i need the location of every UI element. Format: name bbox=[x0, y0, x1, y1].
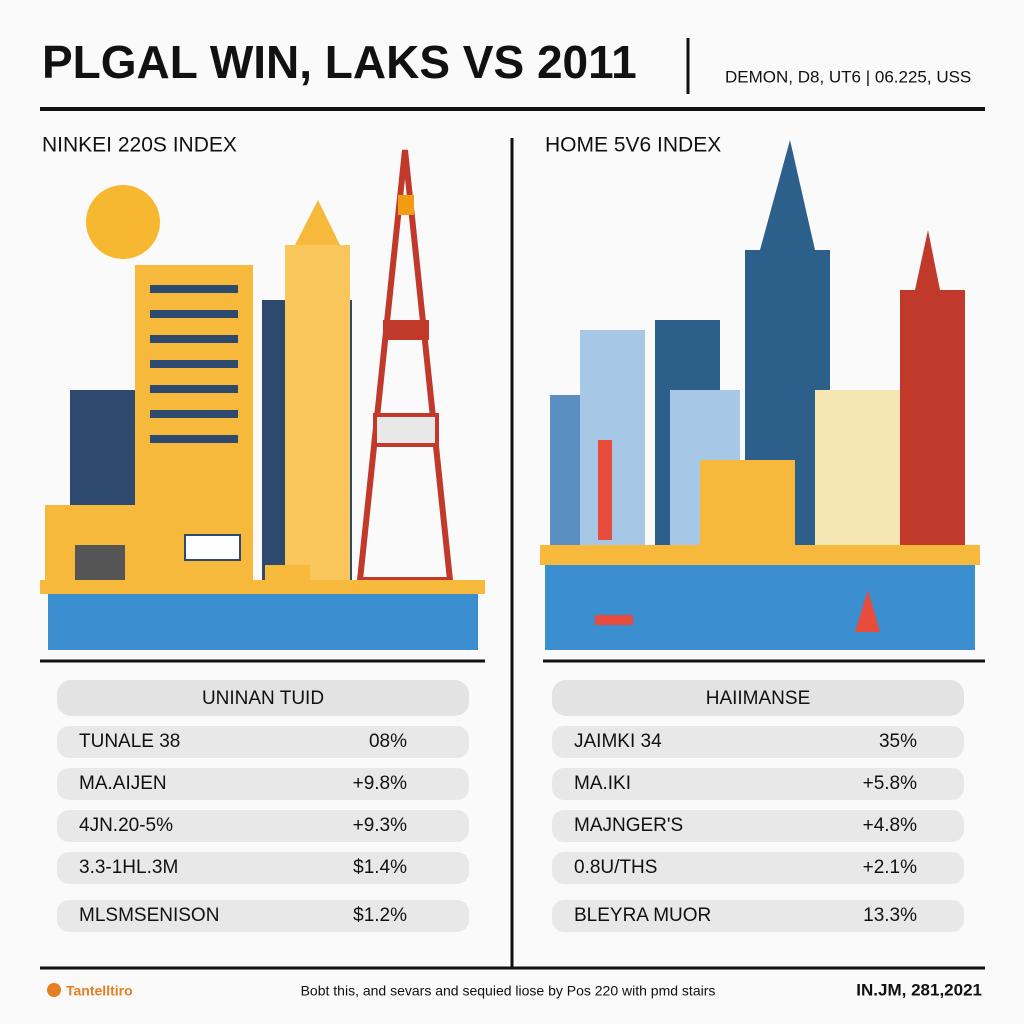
table-row-bg bbox=[552, 852, 964, 884]
row-value: +9.3% bbox=[353, 815, 408, 836]
logo: Tantelltiro bbox=[66, 983, 133, 999]
row-value: 13.3% bbox=[863, 905, 917, 926]
row-value: $1.4% bbox=[353, 857, 407, 878]
row-value: +4.8% bbox=[863, 815, 918, 836]
left-illustration bbox=[40, 149, 485, 650]
table-row-bg bbox=[57, 852, 469, 884]
row-value: +5.8% bbox=[863, 773, 918, 794]
row-label: 3.3-1HL.3M bbox=[79, 857, 178, 878]
row-label: 0.8U/THS bbox=[574, 857, 657, 878]
table-row-bg bbox=[552, 900, 964, 932]
footnote: Bobt this, and sevars and sequied liose … bbox=[301, 983, 716, 999]
table-row-bg bbox=[57, 810, 469, 842]
row-label: 4JN.20-5% bbox=[79, 815, 173, 836]
row-value: 08% bbox=[369, 731, 407, 752]
tables: UNINAN TUID TUNALE 38 08% MA.AIJEN +9.8% 4JN.… bbox=[57, 680, 964, 932]
row-label: BLEYRA MUOR bbox=[574, 905, 711, 926]
page-title: PLGAL WIN, LAKS VS 2011 bbox=[42, 36, 637, 88]
row-value: +9.8% bbox=[353, 773, 408, 794]
panel-title: NINKEI 220S INDEX bbox=[42, 134, 237, 157]
row-value: $1.2% bbox=[353, 905, 407, 926]
table-header: UNINAN TUID bbox=[202, 688, 324, 709]
subtitle: DEMON, D8, UT6 | 06.225, USS bbox=[725, 67, 971, 86]
table-header-bg bbox=[552, 680, 964, 716]
row-label: MAJNGER'S bbox=[574, 815, 683, 836]
row-label: TUNALE 38 bbox=[79, 731, 180, 752]
table-row-bg bbox=[552, 726, 964, 758]
row-value: +2.1% bbox=[863, 857, 918, 878]
table-row-bg bbox=[552, 810, 964, 842]
table-row-bg bbox=[552, 768, 964, 800]
table-row-bg bbox=[57, 900, 469, 932]
row-label: JAIMKI 34 bbox=[574, 731, 662, 752]
table-header: HAIIMANSE bbox=[706, 688, 811, 709]
row-value: 35% bbox=[879, 731, 917, 752]
table-row-bg bbox=[57, 768, 469, 800]
row-label: MLSMSENISON bbox=[79, 905, 219, 926]
table-header-bg bbox=[57, 680, 469, 716]
date: IN.JM, 281,2021 bbox=[856, 980, 982, 999]
panel-title: HOME 5V6 INDEX bbox=[545, 134, 721, 157]
logo-icon bbox=[47, 983, 61, 997]
row-label: MA.IKI bbox=[574, 773, 631, 794]
row-label: MA.AIJEN bbox=[79, 773, 167, 794]
right-illustration bbox=[540, 140, 980, 650]
table-row-bg bbox=[57, 726, 469, 758]
